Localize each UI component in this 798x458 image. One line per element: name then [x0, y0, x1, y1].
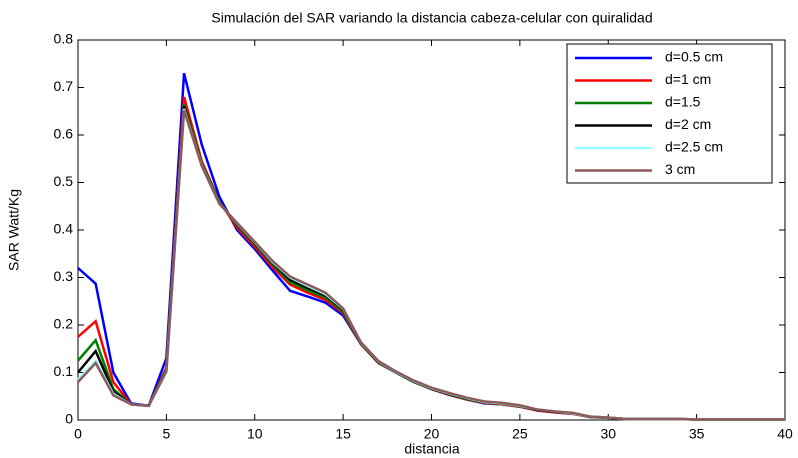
legend-label: d=2.5 cm	[665, 139, 723, 155]
legend-label: d=1 cm	[665, 71, 711, 87]
x-tick-label: 20	[424, 426, 440, 442]
y-tick-label: 0.8	[54, 31, 74, 47]
y-tick-label: 0.2	[54, 316, 74, 332]
y-tick-label: 0	[65, 411, 73, 427]
y-tick-label: 0.5	[54, 173, 74, 189]
y-tick-label: 0.1	[54, 363, 74, 379]
y-tick-label: 0.6	[54, 126, 74, 142]
x-tick-label: 10	[247, 426, 263, 442]
x-tick-label: 0	[74, 426, 82, 442]
chart-title: Simulación del SAR variando la distancia…	[211, 10, 652, 26]
x-axis-label: distancia	[404, 441, 459, 457]
x-tick-label: 5	[162, 426, 170, 442]
legend-label: d=1.5	[665, 94, 701, 110]
x-tick-label: 35	[689, 426, 705, 442]
legend-label: d=0.5 cm	[665, 49, 723, 65]
y-axis-label: SAR Watt/Kg	[6, 189, 22, 271]
legend-label: 3 cm	[665, 161, 695, 177]
x-tick-label: 40	[777, 426, 793, 442]
legend-box	[566, 43, 773, 184]
x-tick-label: 15	[335, 426, 351, 442]
x-tick-label: 25	[512, 426, 528, 442]
series-line	[77, 109, 785, 421]
y-tick-label: 0.4	[54, 221, 74, 237]
y-tick-label: 0.7	[54, 78, 74, 94]
x-tick-label: 30	[600, 426, 616, 442]
y-tick-label: 0.3	[54, 268, 74, 284]
legend-label: d=2 cm	[665, 116, 711, 132]
